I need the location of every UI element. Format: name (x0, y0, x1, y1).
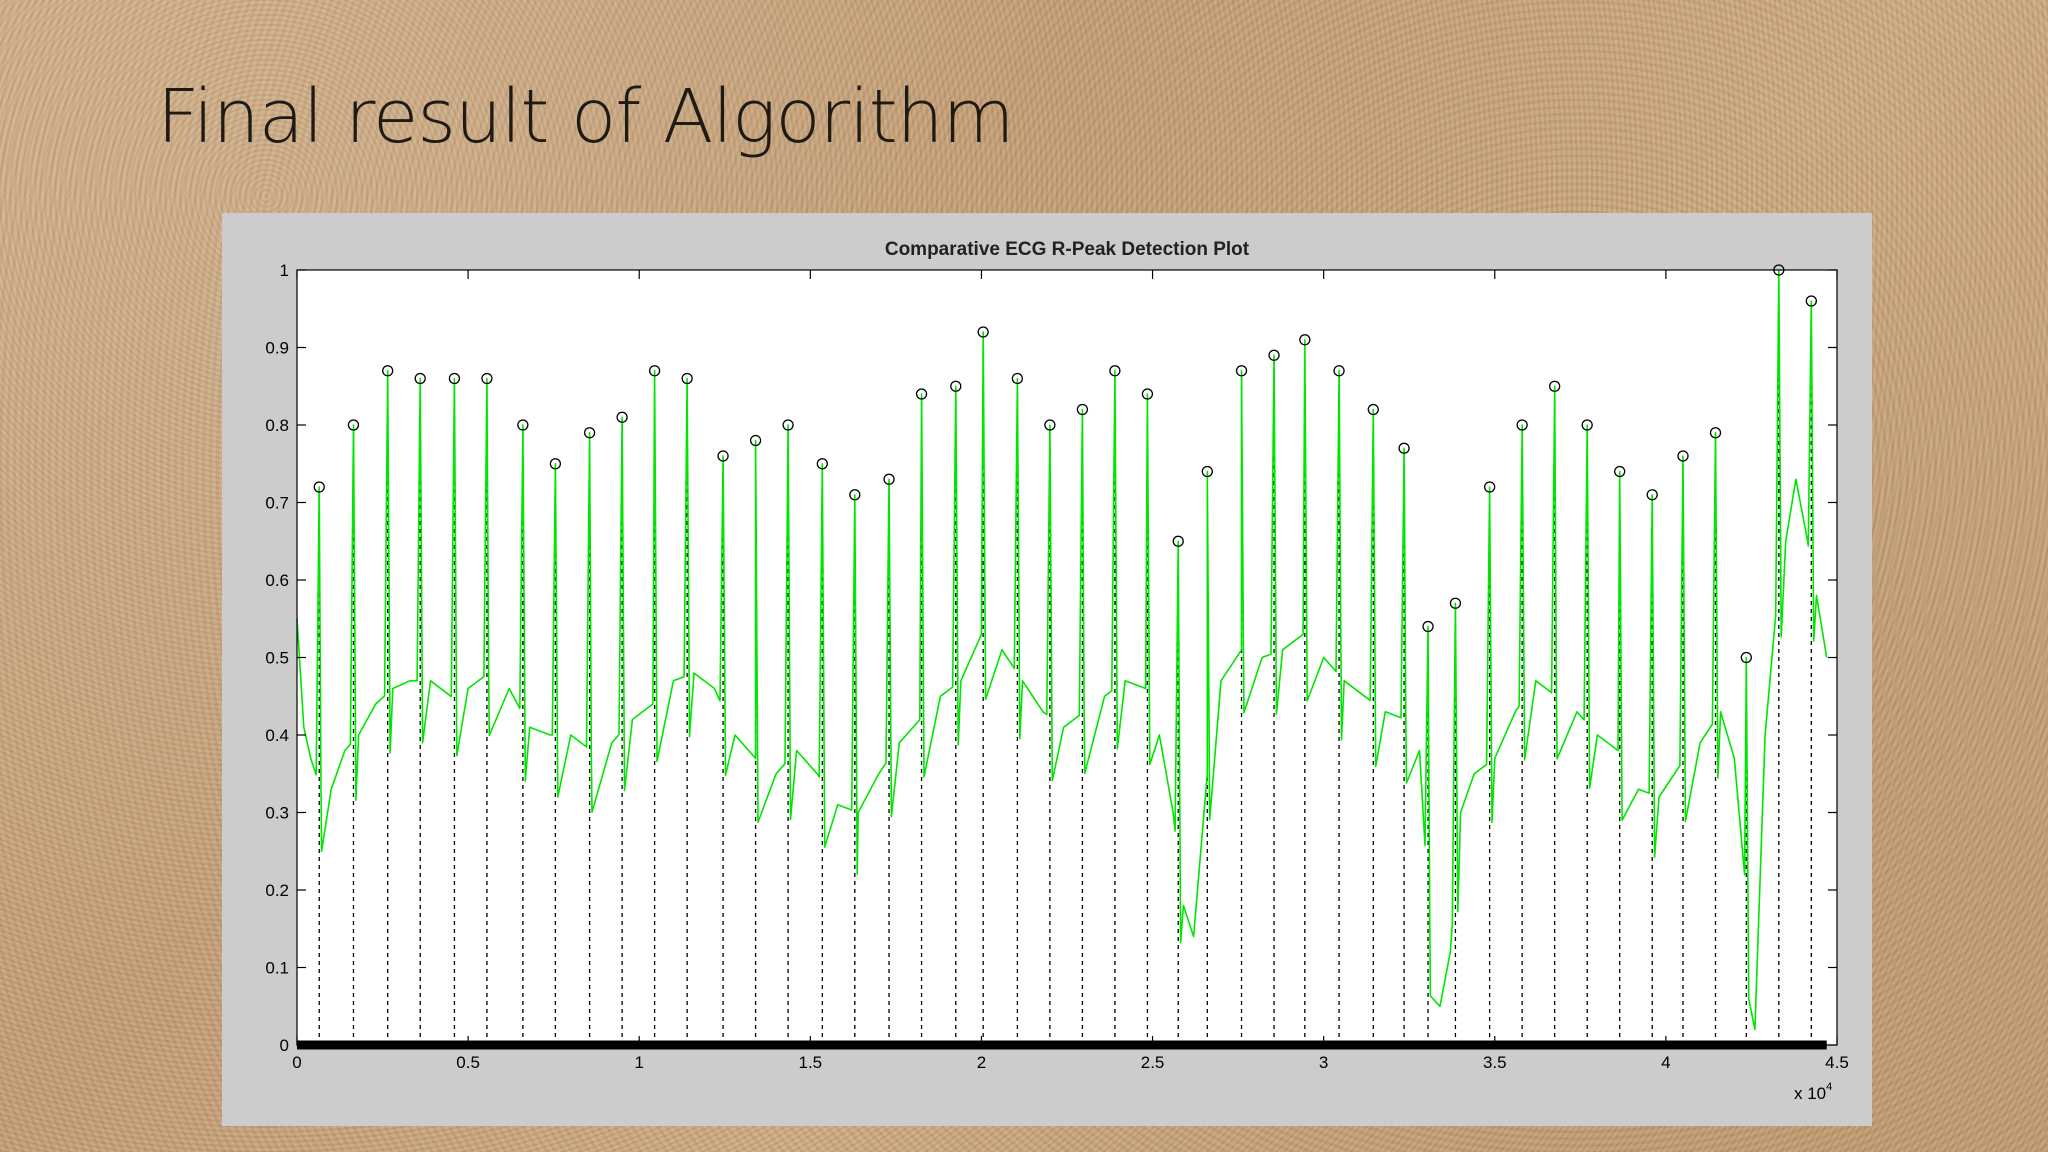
r-peak-marker (517, 419, 529, 431)
r-peak-marker (481, 372, 493, 385)
x-tick-labels: 0 0.5 1 1.5 2 2.5 3 3.5 4 4.5 (292, 1053, 1849, 1072)
r-peak-marker (1235, 365, 1248, 377)
r-peak-marker (1805, 295, 1817, 307)
r-peak-marker (1367, 403, 1379, 416)
r-peak-marker (1646, 489, 1658, 501)
x-tick-label: 0 (292, 1053, 301, 1072)
ecg-signal (296, 269, 1828, 1031)
r-peak-marker (1677, 450, 1689, 462)
y-tick-label: 0 (280, 1036, 289, 1055)
x-tick-label: 1.5 (799, 1053, 823, 1072)
x-tick-label: 1 (634, 1053, 643, 1072)
x-tick-label: 2.5 (1141, 1053, 1165, 1072)
r-peak-marker (1398, 442, 1410, 454)
y-tick-label: 0.8 (265, 416, 289, 435)
axes (296, 269, 1838, 1050)
r-peak-marker (1333, 365, 1345, 377)
r-peak-marker (347, 419, 360, 431)
x-tick-label: 0.5 (456, 1053, 480, 1072)
x-tick-label: 4.5 (1825, 1053, 1849, 1072)
r-peak-marker (977, 326, 989, 338)
r-peak-marker (1516, 419, 1528, 431)
r-peak-marker (782, 419, 794, 431)
r-peak-marker (414, 372, 426, 385)
r-peak-marker (1201, 465, 1213, 478)
r-peak-marker (648, 365, 661, 377)
r-peak-marker (1422, 620, 1434, 633)
chart-title: Comparative ECG R-Peak Detection Plot (885, 239, 1250, 260)
r-peak-marker (1109, 365, 1121, 377)
r-peak-marker (1141, 388, 1154, 400)
r-peak-marker (1449, 597, 1462, 609)
y-tick-label: 0.2 (265, 881, 289, 900)
r-peak-marker (616, 411, 628, 423)
r-peak-marker (1483, 481, 1496, 493)
r-peak-marker (1299, 334, 1311, 346)
y-tick-label: 0.1 (265, 959, 289, 978)
ecg-signal-line (296, 269, 1828, 1031)
x-exponent-label: x 104 (1794, 1081, 1832, 1103)
x-tick-label: 2 (977, 1053, 986, 1072)
r-peak-marker (681, 372, 693, 385)
y-tick-label: 1 (280, 261, 289, 280)
r-peak-marker (1172, 535, 1184, 547)
y-tick-label: 0.7 (265, 494, 289, 513)
r-peak-marker (448, 372, 461, 385)
r-peak-marker (849, 489, 861, 501)
r-peak-marker (549, 458, 562, 470)
r-peak-marker (1044, 419, 1056, 431)
r-peak-marker (1011, 372, 1024, 385)
r-peak-marker (816, 458, 828, 470)
r-peak-marker (1268, 349, 1280, 361)
y-tick-label: 0.4 (265, 726, 289, 745)
r-peak-marker (313, 481, 325, 493)
r-peak-marker (1614, 465, 1626, 478)
r-peak-marker (749, 434, 762, 447)
r-peak-marker (382, 365, 394, 377)
r-peak-marker (1709, 427, 1722, 439)
x-exponent-power: 4 (1826, 1081, 1832, 1093)
r-peak-marker (883, 473, 895, 485)
y-tick-labels: 0 0.1 0.2 0.3 0.4 0.5 0.6 0.7 0.8 0.9 1 (265, 261, 289, 1055)
r-peak-marker (950, 380, 962, 392)
x-tick-label: 3 (1319, 1053, 1328, 1072)
x-tick-label: 4 (1661, 1053, 1670, 1072)
r-peak-marker (915, 388, 928, 400)
r-peak-marker (717, 450, 729, 462)
r-peak-marker (1581, 419, 1593, 431)
r-peak-marker (1076, 403, 1089, 416)
r-peak-marker (1740, 651, 1752, 664)
slide-title: Final result of Algorithm (157, 74, 1015, 160)
y-tick-label: 0.3 (265, 804, 289, 823)
x-tick-label: 3.5 (1483, 1053, 1507, 1072)
r-peak-marker (1549, 380, 1561, 392)
plot-area (297, 270, 1837, 1045)
y-tick-label: 0.9 (265, 339, 289, 358)
y-tick-label: 0.5 (265, 649, 289, 668)
r-peak-markers (313, 264, 1817, 664)
r-peak-marker (583, 427, 596, 439)
y-tick-label: 0.6 (265, 571, 289, 590)
x-exponent-base: x 10 (1794, 1084, 1826, 1103)
